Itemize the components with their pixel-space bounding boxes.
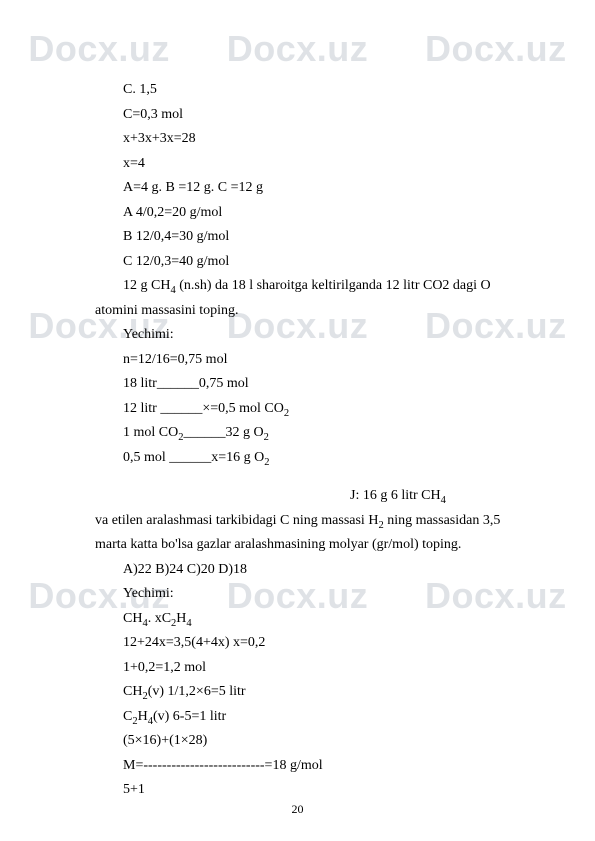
- subscript: 2: [264, 432, 269, 443]
- text-fragment: . xC: [148, 611, 171, 626]
- page-number: 20: [0, 802, 595, 817]
- text-line: A)22 B)24 C)20 D)18: [95, 558, 535, 583]
- text-line: CH2(v) 1/1,2×6=5 litr: [95, 680, 535, 705]
- text-line: 18 litr______0,75 mol: [95, 372, 535, 397]
- watermark-text: Docx.uz: [425, 28, 567, 70]
- text-line: Yechimi:: [95, 323, 535, 348]
- text-line: 5+1: [95, 778, 535, 803]
- text-line: atomini massasini toping.: [95, 299, 535, 324]
- text-line: va etilen aralashmasi tarkibidagi C ning…: [95, 509, 535, 534]
- text-line: B 12/0,4=30 g/mol: [95, 225, 535, 250]
- text-fragment: H: [138, 709, 148, 724]
- text-line: C 12/0,3=40 g/mol: [95, 250, 535, 275]
- text-fragment: 12 g CH: [123, 278, 170, 293]
- text-fragment: H: [176, 611, 186, 626]
- subscript: 4: [441, 495, 446, 506]
- text-fragment: (n.sh) da 18 l sharoitga keltirilganda 1…: [176, 278, 491, 293]
- text-line: CH4. xC2H4: [95, 607, 535, 632]
- text-line: M=--------------------------=18 g/mol: [95, 754, 535, 779]
- text-line: 1+0,2=1,2 mol: [95, 656, 535, 681]
- text-fragment: ______32 g O: [183, 425, 263, 440]
- text-line: C2H4(v) 6-5=1 litr: [95, 705, 535, 730]
- text-fragment: (v) 1/1,2×6=5 litr: [148, 684, 246, 699]
- text-line: (5×16)+(1×28): [95, 729, 535, 754]
- text-line: 12+24x=3,5(4+4x) x=0,2: [95, 631, 535, 656]
- text-fragment: 0,5 mol ______x=16 g O: [123, 450, 264, 465]
- text-fragment: C: [123, 709, 132, 724]
- text-line: x+3x+3x=28: [95, 127, 535, 152]
- text-line: C. 1,5: [95, 78, 535, 103]
- text-line: 0,5 mol ______x=16 g O2: [95, 446, 535, 471]
- text-line: n=12/16=0,75 mol: [95, 348, 535, 373]
- text-fragment: J: 16 g 6 litr CH: [350, 488, 441, 503]
- page-content: C. 1,5 C=0,3 mol x+3x+3x=28 x=4 A=4 g. B…: [95, 78, 535, 803]
- text-line: J: 16 g 6 litr CH4: [95, 484, 535, 509]
- text-line: marta katta bo'lsa gazlar aralashmasinin…: [95, 533, 535, 558]
- text-line: x=4: [95, 152, 535, 177]
- text-line: C=0,3 mol: [95, 103, 535, 128]
- watermark-text: Docx.uz: [28, 28, 170, 70]
- blank-line: [95, 470, 535, 484]
- text-fragment: (v) 6-5=1 litr: [153, 709, 226, 724]
- text-fragment: ning massasidan 3,5: [384, 513, 501, 528]
- text-fragment: CH: [123, 684, 142, 699]
- text-fragment: 1 mol CO: [123, 425, 178, 440]
- text-line: 1 mol CO2______32 g O2: [95, 421, 535, 446]
- subscript: 4: [186, 617, 191, 628]
- text-line: A=4 g. B =12 g. C =12 g: [95, 176, 535, 201]
- watermark-text: Docx.uz: [227, 28, 369, 70]
- text-fragment: CH: [123, 611, 142, 626]
- watermark-row-1: Docx.uz Docx.uz Docx.uz: [0, 28, 595, 70]
- text-fragment: va etilen aralashmasi tarkibidagi C ning…: [95, 513, 378, 528]
- text-line: 12 g CH4 (n.sh) da 18 l sharoitga keltir…: [95, 274, 535, 299]
- subscript: 2: [264, 456, 269, 467]
- text-fragment: 12 litr ______×=0,5 mol CO: [123, 401, 284, 416]
- text-line: 12 litr ______×=0,5 mol CO2: [95, 397, 535, 422]
- subscript: 2: [284, 407, 289, 418]
- text-line: Yechimi:: [95, 582, 535, 607]
- text-line: A 4/0,2=20 g/mol: [95, 201, 535, 226]
